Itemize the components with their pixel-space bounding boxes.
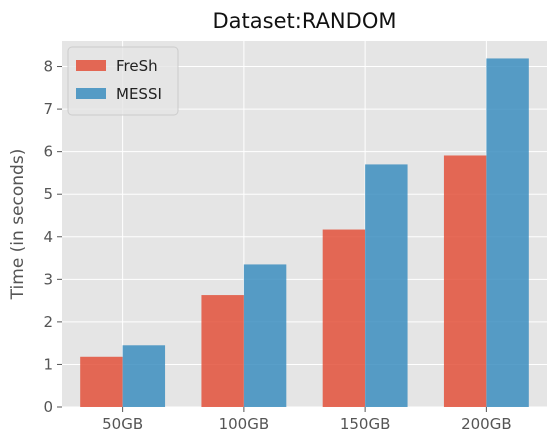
y-tick-label: 6 xyxy=(43,143,53,161)
bar-messi-150gb xyxy=(365,164,408,407)
bar-fresh-100gb xyxy=(201,295,244,407)
legend-swatch-fresh xyxy=(76,60,106,71)
bars xyxy=(80,58,529,407)
y-tick-label: 3 xyxy=(43,270,53,288)
x-tick-label: 200GB xyxy=(461,415,512,433)
bar-fresh-200gb xyxy=(443,155,487,407)
y-axis-ticks: 0 1 2 3 4 5 6 7 8 xyxy=(43,58,62,416)
x-tick-label: 150GB xyxy=(340,415,391,433)
legend-swatch-messi xyxy=(76,88,106,99)
y-tick-label: 7 xyxy=(43,100,53,118)
chart-title: Dataset:RANDOM xyxy=(213,9,397,33)
y-tick-label: 5 xyxy=(43,185,53,203)
legend-label-messi: MESSI xyxy=(116,85,162,103)
legend: FreSh MESSI xyxy=(67,46,179,116)
bar-messi-100gb xyxy=(243,264,287,407)
y-tick-label: 4 xyxy=(43,228,53,246)
y-tick-label: 8 xyxy=(43,58,53,76)
y-tick-label: 0 xyxy=(43,398,53,416)
x-axis-ticks: 50GB 100GB 150GB 200GB xyxy=(102,407,512,433)
y-tick-label: 1 xyxy=(43,355,53,373)
bar-messi-200gb xyxy=(486,58,529,407)
legend-label-fresh: FreSh xyxy=(116,57,158,75)
y-axis-label: Time (in seconds) xyxy=(8,149,28,301)
y-tick-label: 2 xyxy=(43,313,53,331)
bar-fresh-150gb xyxy=(322,229,366,407)
x-tick-label: 50GB xyxy=(102,415,143,433)
bar-messi-50gb xyxy=(122,345,166,407)
bar-fresh-50gb xyxy=(80,356,123,407)
x-tick-label: 100GB xyxy=(219,415,270,433)
